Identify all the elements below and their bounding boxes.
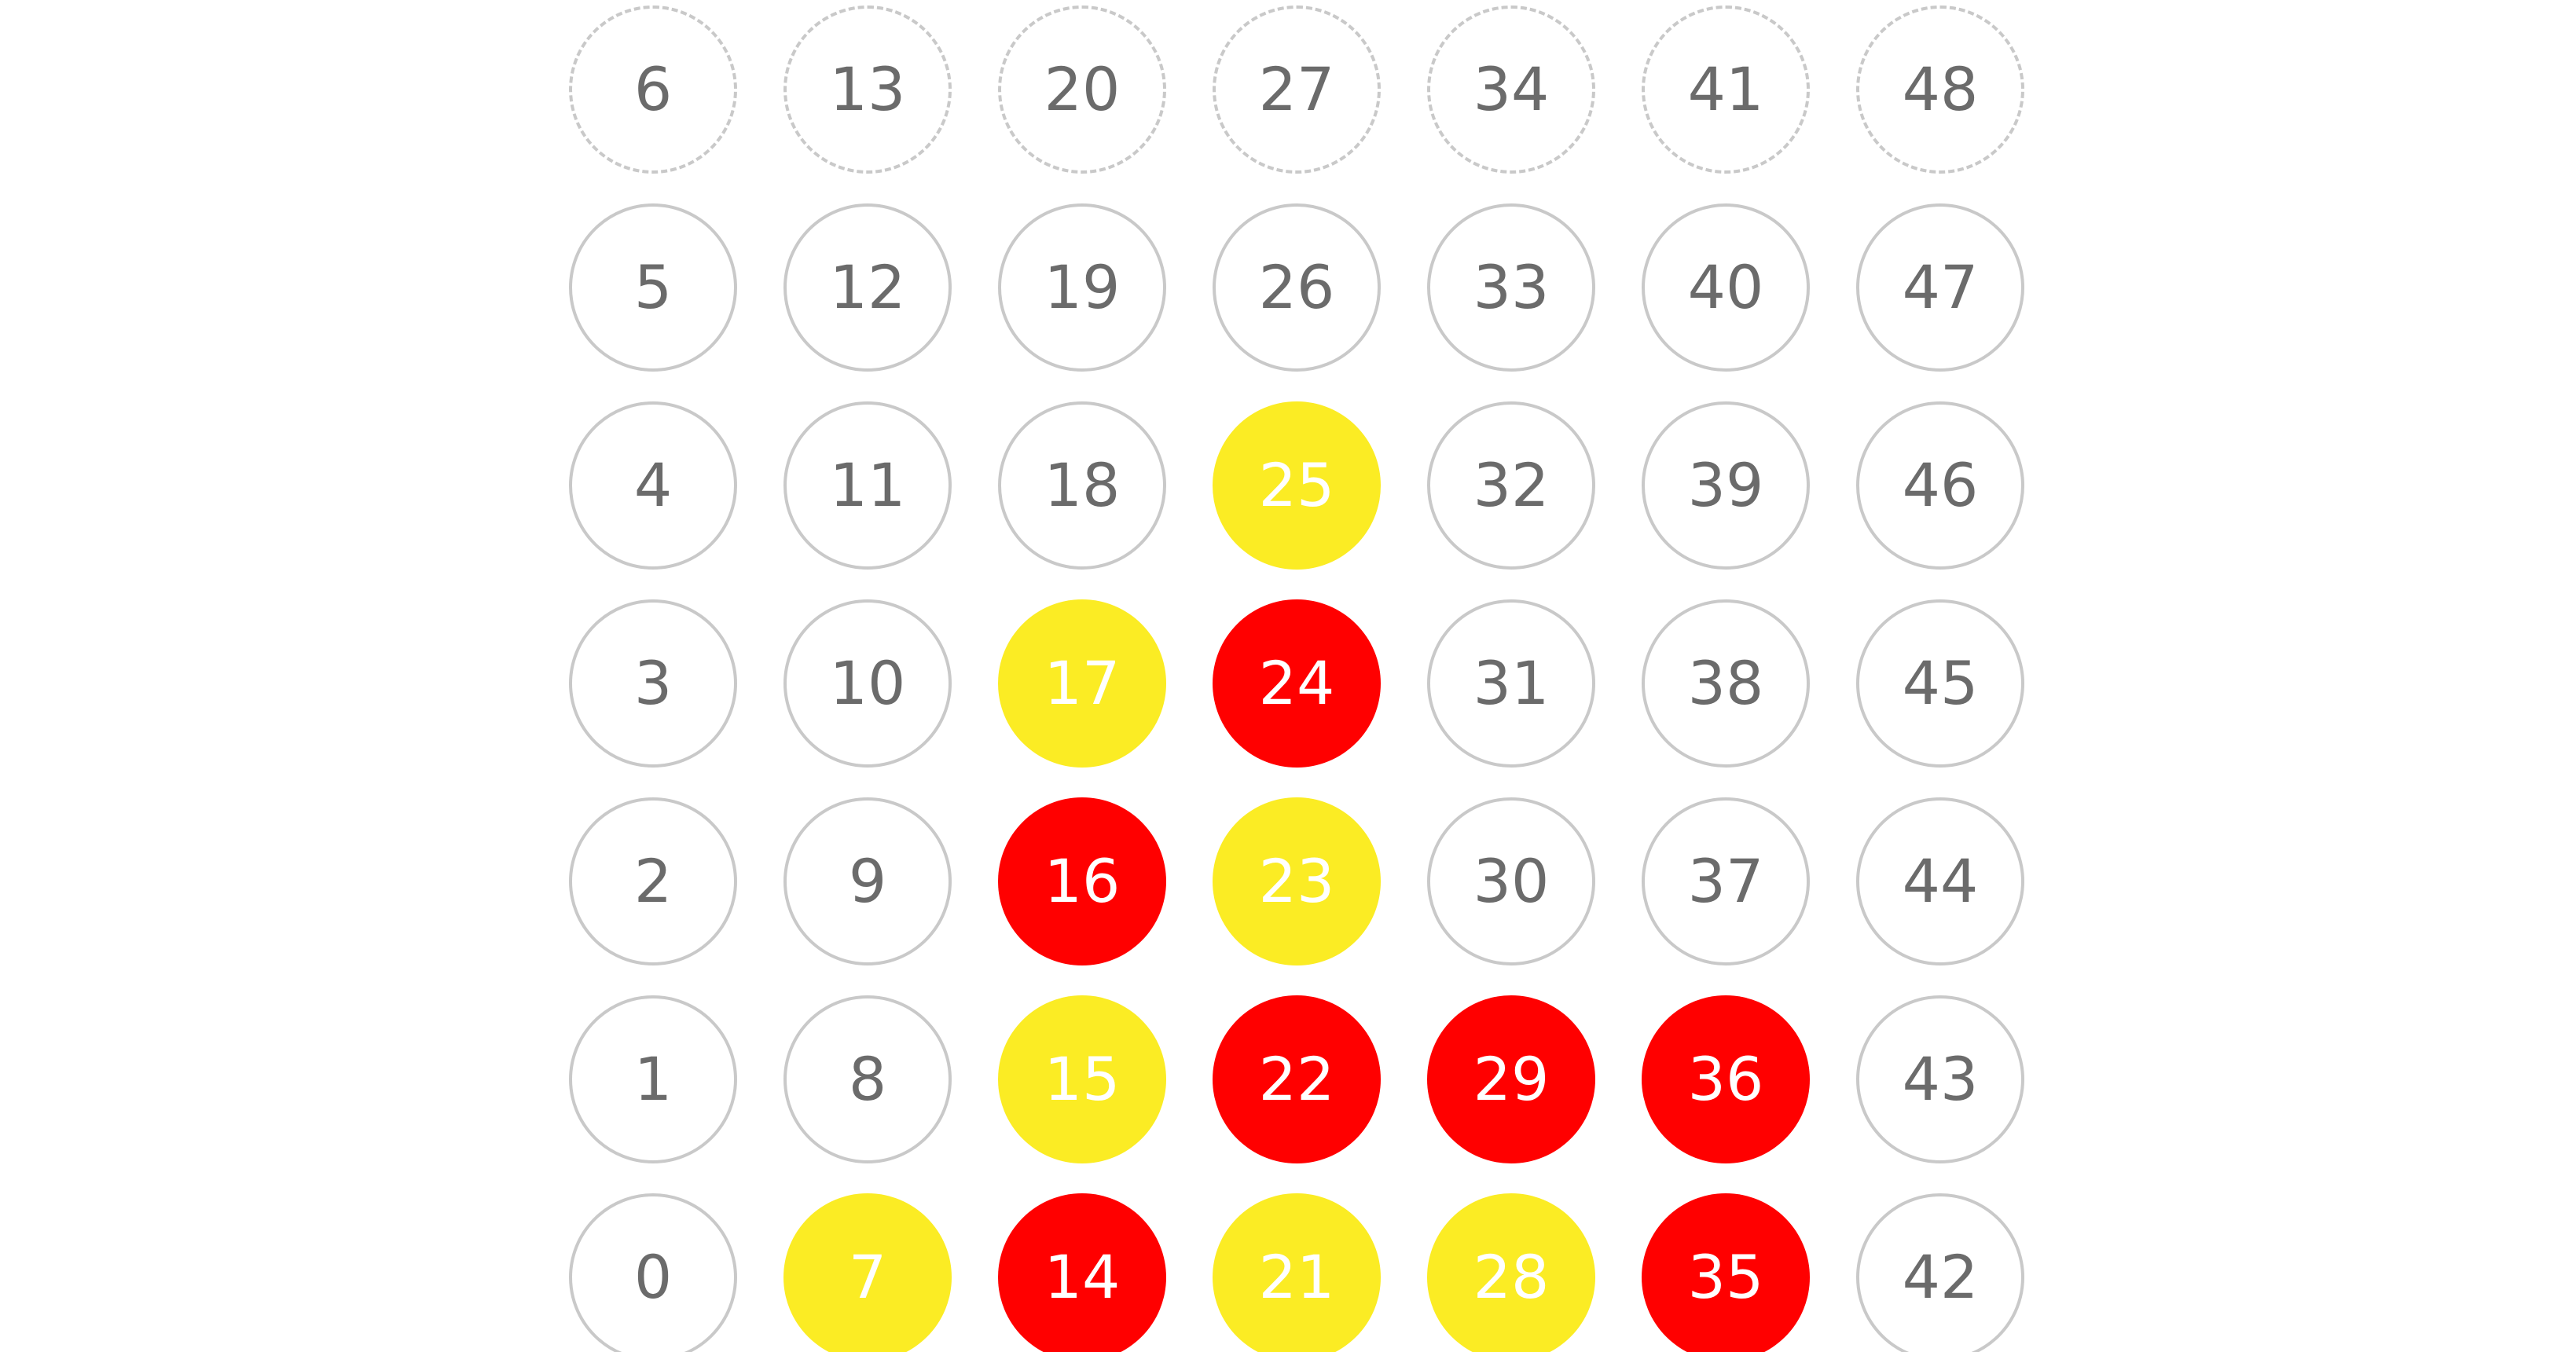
cell-number: 22 <box>1258 1044 1335 1114</box>
empty-slot[interactable]: 8 <box>783 995 952 1163</box>
empty-slot[interactable]: 33 <box>1427 203 1595 372</box>
red-piece-cell[interactable]: 36 <box>1642 995 1810 1163</box>
red-piece-cell[interactable]: 24 <box>1213 599 1381 768</box>
cell-number: 30 <box>1473 846 1550 916</box>
empty-slot[interactable]: 38 <box>1642 599 1810 768</box>
empty-slot[interactable]: 4 <box>569 401 737 570</box>
cell-number: 47 <box>1902 252 1979 322</box>
top-row-slot[interactable]: 48 <box>1856 5 2024 174</box>
cell-number: 16 <box>1044 846 1121 916</box>
empty-slot[interactable]: 37 <box>1642 797 1810 965</box>
cell-number: 3 <box>633 648 673 718</box>
red-piece-cell[interactable]: 16 <box>998 797 1166 965</box>
cell-number: 36 <box>1687 1044 1764 1114</box>
empty-slot[interactable]: 42 <box>1856 1193 2024 1352</box>
empty-slot[interactable]: 11 <box>783 401 952 570</box>
cell-number: 23 <box>1258 846 1335 916</box>
cell-number: 44 <box>1902 846 1979 916</box>
empty-slot[interactable]: 9 <box>783 797 952 965</box>
cell-number: 26 <box>1258 252 1335 322</box>
cell-number: 35 <box>1687 1242 1764 1312</box>
yellow-piece-cell[interactable]: 7 <box>783 1193 952 1352</box>
empty-slot[interactable]: 5 <box>569 203 737 372</box>
top-row-slot[interactable]: 41 <box>1642 5 1810 174</box>
yellow-piece-cell[interactable]: 23 <box>1213 797 1381 965</box>
cell-number: 18 <box>1044 450 1121 520</box>
cell-number: 33 <box>1473 252 1550 322</box>
cell-number: 10 <box>829 648 906 718</box>
cell-number: 5 <box>633 252 673 322</box>
red-piece-cell[interactable]: 35 <box>1642 1193 1810 1352</box>
cell-number: 21 <box>1258 1242 1335 1312</box>
empty-slot[interactable]: 47 <box>1856 203 2024 372</box>
cell-number: 20 <box>1044 54 1121 124</box>
yellow-piece-cell[interactable]: 25 <box>1213 401 1381 570</box>
cell-number: 15 <box>1044 1044 1121 1114</box>
empty-slot[interactable]: 30 <box>1427 797 1595 965</box>
cell-number: 13 <box>829 54 906 124</box>
cell-number: 34 <box>1473 54 1550 124</box>
empty-slot[interactable]: 45 <box>1856 599 2024 768</box>
cell-number: 4 <box>633 450 673 520</box>
empty-slot[interactable]: 39 <box>1642 401 1810 570</box>
empty-slot[interactable]: 10 <box>783 599 952 768</box>
empty-slot[interactable]: 18 <box>998 401 1166 570</box>
cell-number: 40 <box>1687 252 1764 322</box>
empty-slot[interactable]: 40 <box>1642 203 1810 372</box>
red-piece-cell[interactable]: 14 <box>998 1193 1166 1352</box>
red-piece-cell[interactable]: 22 <box>1213 995 1381 1163</box>
cell-number: 39 <box>1687 450 1764 520</box>
empty-slot[interactable]: 32 <box>1427 401 1595 570</box>
empty-slot[interactable]: 46 <box>1856 401 2024 570</box>
cell-number: 28 <box>1473 1242 1550 1312</box>
empty-slot[interactable]: 0 <box>569 1193 737 1352</box>
cell-number: 27 <box>1258 54 1335 124</box>
cell-number: 17 <box>1044 648 1121 718</box>
cell-number: 29 <box>1473 1044 1550 1114</box>
cell-number: 14 <box>1044 1242 1121 1312</box>
empty-slot[interactable]: 19 <box>998 203 1166 372</box>
top-row-slot[interactable]: 20 <box>998 5 1166 174</box>
cell-number: 9 <box>848 846 887 916</box>
cell-number: 37 <box>1687 846 1764 916</box>
cell-number: 7 <box>848 1242 887 1312</box>
cell-number: 19 <box>1044 252 1121 322</box>
empty-slot[interactable]: 12 <box>783 203 952 372</box>
cell-number: 11 <box>829 450 906 520</box>
cell-number: 2 <box>633 846 673 916</box>
cell-number: 48 <box>1902 54 1979 124</box>
empty-slot[interactable]: 31 <box>1427 599 1595 768</box>
empty-slot[interactable]: 43 <box>1856 995 2024 1163</box>
cell-number: 38 <box>1687 648 1764 718</box>
cell-number: 46 <box>1902 450 1979 520</box>
empty-slot[interactable]: 3 <box>569 599 737 768</box>
top-row-slot[interactable]: 34 <box>1427 5 1595 174</box>
top-row-slot[interactable]: 6 <box>569 5 737 174</box>
top-row-slot[interactable]: 13 <box>783 5 952 174</box>
cell-number: 8 <box>848 1044 887 1114</box>
cell-number: 31 <box>1473 648 1550 718</box>
cell-number: 42 <box>1902 1242 1979 1312</box>
cell-number: 24 <box>1258 648 1335 718</box>
cell-number: 41 <box>1687 54 1764 124</box>
empty-slot[interactable]: 44 <box>1856 797 2024 965</box>
empty-slot[interactable]: 1 <box>569 995 737 1163</box>
yellow-piece-cell[interactable]: 21 <box>1213 1193 1381 1352</box>
cell-number: 6 <box>633 54 673 124</box>
empty-slot[interactable]: 26 <box>1213 203 1381 372</box>
yellow-piece-cell[interactable]: 17 <box>998 599 1166 768</box>
top-row-slot[interactable]: 27 <box>1213 5 1381 174</box>
red-piece-cell[interactable]: 29 <box>1427 995 1595 1163</box>
cell-number: 45 <box>1902 648 1979 718</box>
cell-number: 0 <box>633 1242 673 1312</box>
cell-number: 43 <box>1902 1044 1979 1114</box>
cell-number: 25 <box>1258 450 1335 520</box>
yellow-piece-cell[interactable]: 15 <box>998 995 1166 1163</box>
cell-number: 1 <box>633 1044 673 1114</box>
empty-slot[interactable]: 2 <box>569 797 737 965</box>
cell-number: 32 <box>1473 450 1550 520</box>
cell-number: 12 <box>829 252 906 322</box>
yellow-piece-cell[interactable]: 28 <box>1427 1193 1595 1352</box>
